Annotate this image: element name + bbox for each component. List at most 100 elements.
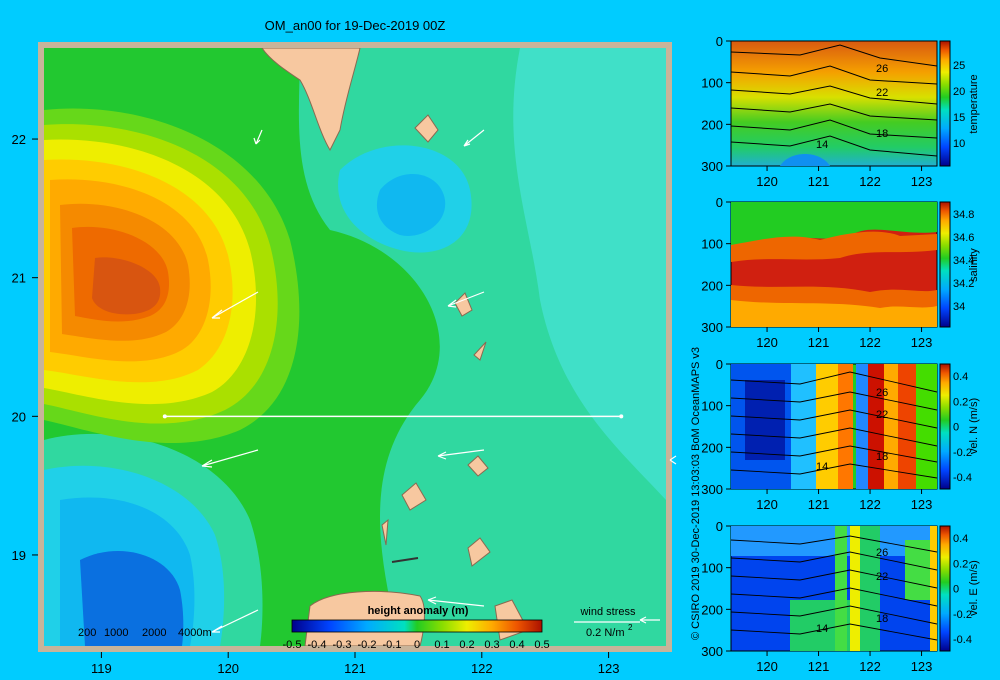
section-y-tick-300: 300 bbox=[701, 644, 723, 659]
colorbar-tick: -0.2 bbox=[358, 639, 377, 651]
section-x-tick-123: 123 bbox=[911, 174, 933, 189]
colorbar-tick--0.2: -0.2 bbox=[953, 447, 972, 459]
salinity-colorbar-label: salinity bbox=[968, 248, 980, 282]
colorbar-tick-0.4: 0.4 bbox=[953, 533, 968, 545]
vel-n-colorbar-label: vel. N (m/s) bbox=[968, 398, 980, 454]
section-x-tick-123: 123 bbox=[911, 659, 933, 674]
section-y-tick-100: 100 bbox=[701, 561, 723, 576]
map-x-tick-120: 120 bbox=[217, 661, 239, 676]
colorbar-tick-34.8: 34.8 bbox=[953, 209, 974, 221]
map-y-tick-19: 19 bbox=[12, 548, 26, 563]
section-x-tick-122: 122 bbox=[859, 497, 881, 512]
height-anomaly-colorbar: height anomaly (m) -0.5 -0.4 -0.3 -0.2 -0.1 0… bbox=[283, 605, 550, 651]
depth-legend-2000: 2000 bbox=[142, 627, 166, 639]
temp-contour-18: 18 bbox=[876, 128, 888, 140]
vel-n-y-ticks: 0 100 200 300 bbox=[701, 357, 731, 497]
wind-stress-arrows bbox=[201, 129, 677, 633]
vel-e-colorbar-label: vel. E (m/s) bbox=[968, 560, 980, 616]
depth-legend: 200 1000 2000 4000m bbox=[78, 627, 212, 639]
map-x-tick-119: 119 bbox=[91, 661, 112, 676]
section-y-tick-0: 0 bbox=[716, 357, 723, 372]
section-x-tick-120: 120 bbox=[756, 174, 778, 189]
salinity-colorbar-ticks: 34.8 34.6 34.4 34.2 34 bbox=[953, 209, 974, 313]
colorbar-tick--0.4: -0.4 bbox=[953, 472, 972, 484]
section-y-tick-200: 200 bbox=[701, 602, 723, 617]
colorbar-ticks: -0.5 -0.4 -0.3 -0.2 -0.1 0 0.1 0.2 0.3 0.4 0.5 bbox=[283, 639, 550, 651]
colorbar-tick: -0.5 bbox=[283, 639, 302, 651]
depth-legend-4000: 4000m bbox=[178, 627, 212, 639]
map-title: OM_an00 for 19-Dec-2019 00Z bbox=[265, 18, 446, 33]
vel-e-contour-14: 14 bbox=[816, 623, 828, 635]
section-y-tick-200: 200 bbox=[701, 117, 723, 132]
colorbar-tick: -0.1 bbox=[383, 639, 402, 651]
vel-e-contour-22: 22 bbox=[876, 571, 888, 583]
wind-stress-scale: 0.2 N/m bbox=[586, 627, 625, 639]
salinity-x-ticks: 120 121 122 123 bbox=[756, 327, 932, 350]
section-x-tick-121: 121 bbox=[808, 335, 830, 350]
vel-n-x-ticks: 120 121 122 123 bbox=[756, 489, 932, 512]
vel-e-colorbar-ticks: 0.4 0.2 0 -0.2 -0.4 bbox=[953, 533, 972, 646]
section-x-tick-122: 122 bbox=[859, 335, 881, 350]
colorbar-tick-0: 0 bbox=[953, 584, 959, 596]
colorbar-tick: 0.1 bbox=[434, 639, 449, 651]
vel-e-panel: 26 22 18 14 vel. E (m/s) 0.4 0.2 0 -0.2 -0.4… bbox=[701, 519, 980, 674]
colorbar-tick-0.4: 0.4 bbox=[953, 371, 968, 383]
temp-x-ticks: 120 121 122 123 bbox=[756, 166, 932, 189]
depth-legend-1000: 1000 bbox=[104, 627, 128, 639]
temp-contour-14: 14 bbox=[816, 139, 828, 151]
section-x-tick-121: 121 bbox=[808, 174, 830, 189]
colorbar-tick-34.4: 34.4 bbox=[953, 255, 974, 267]
credit-text: © CSIRO 2019 30-Dec-2019 13:03:03 BoM Oc… bbox=[690, 347, 702, 640]
section-y-tick-100: 100 bbox=[701, 76, 723, 91]
section-line-end bbox=[619, 414, 624, 419]
temp-y-ticks: 0 100 200 300 bbox=[701, 34, 731, 174]
vel-n-colorbar-ticks: 0.4 0.2 0 -0.2 -0.4 bbox=[953, 371, 972, 484]
vel-e-x-ticks: 120 121 122 123 bbox=[756, 651, 932, 674]
colorbar-label: height anomaly (m) bbox=[368, 605, 469, 617]
colorbar-tick: 0.5 bbox=[534, 639, 549, 651]
section-x-tick-120: 120 bbox=[756, 335, 778, 350]
colorbar-tick: -0.4 bbox=[308, 639, 327, 651]
section-x-tick-120: 120 bbox=[756, 659, 778, 674]
map-x-tick-122: 122 bbox=[471, 661, 493, 676]
colorbar-tick: -0.3 bbox=[333, 639, 352, 651]
colorbar-tick-15: 15 bbox=[953, 112, 965, 124]
temp-contour-26: 26 bbox=[876, 63, 888, 75]
vel-e-contour-18: 18 bbox=[876, 613, 888, 625]
map-y-tick-21: 21 bbox=[12, 271, 26, 286]
section-x-tick-122: 122 bbox=[859, 174, 881, 189]
colorbar-tick-34.2: 34.2 bbox=[953, 278, 974, 290]
section-x-tick-120: 120 bbox=[756, 497, 778, 512]
section-x-tick-121: 121 bbox=[808, 497, 830, 512]
colorbar-tick: 0.2 bbox=[459, 639, 474, 651]
depth-legend-200: 200 bbox=[78, 627, 96, 639]
vel-e-y-ticks: 0 100 200 300 bbox=[701, 519, 731, 659]
section-y-tick-0: 0 bbox=[716, 195, 723, 210]
map-y-ticks: 22 21 20 19 bbox=[12, 132, 38, 563]
colorbar-tick: 0.3 bbox=[484, 639, 499, 651]
wind-stress-label: wind stress bbox=[579, 606, 636, 618]
section-y-tick-300: 300 bbox=[701, 482, 723, 497]
map-x-tick-123: 123 bbox=[598, 661, 620, 676]
map-y-tick-22: 22 bbox=[12, 132, 26, 147]
vel-n-contour-18: 18 bbox=[876, 451, 888, 463]
colorbar-tick-25: 25 bbox=[953, 60, 965, 72]
section-y-tick-100: 100 bbox=[701, 237, 723, 252]
map-field bbox=[44, 48, 666, 646]
section-line-start bbox=[162, 414, 167, 419]
colorbar-tick: 0 bbox=[414, 639, 420, 651]
map-x-tick-121: 121 bbox=[344, 661, 366, 676]
temp-colorbar-label: temperature bbox=[968, 74, 980, 133]
vel-n-contour-14: 14 bbox=[816, 461, 828, 473]
wind-stress-legend: wind stress 0.2 N/m 2 bbox=[574, 606, 640, 639]
colorbar-bar bbox=[291, 619, 543, 633]
section-x-tick-123: 123 bbox=[911, 335, 933, 350]
colorbar-tick--0.2: -0.2 bbox=[953, 609, 972, 621]
section-x-tick-123: 123 bbox=[911, 497, 933, 512]
section-y-tick-0: 0 bbox=[716, 519, 723, 534]
map-x-ticks: 119 120 121 122 123 bbox=[91, 652, 619, 676]
colorbar-tick-0.2: 0.2 bbox=[953, 558, 968, 570]
colorbar-tick-20: 20 bbox=[953, 86, 965, 98]
map-y-tick-20: 20 bbox=[12, 409, 26, 424]
colorbar-tick-34.6: 34.6 bbox=[953, 232, 974, 244]
